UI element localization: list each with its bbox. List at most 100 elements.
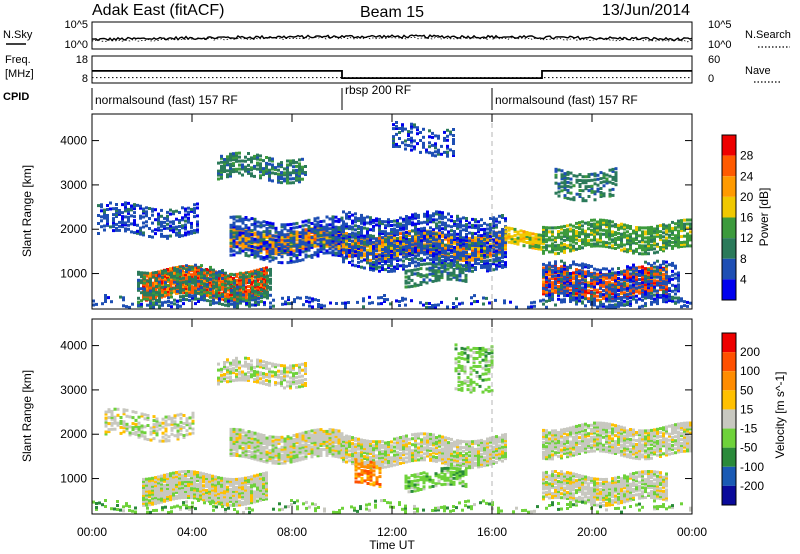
scatter-cell	[185, 270, 188, 274]
scatter-cell	[434, 146, 437, 150]
scatter-cell	[304, 219, 308, 223]
scatter-cell	[256, 286, 259, 290]
scatter-cell	[247, 248, 251, 252]
scatter-cell	[181, 279, 184, 283]
scatter-cell	[465, 246, 468, 250]
scatter-cell	[295, 170, 298, 174]
scatter-cell	[492, 242, 495, 245]
scatter-cell	[115, 215, 118, 218]
scatter-cell	[184, 285, 187, 288]
scatter-cell	[163, 278, 166, 282]
scatter-cell	[217, 171, 220, 175]
scatter-cell	[209, 267, 212, 271]
scatter-cell	[387, 218, 390, 222]
scatter-cell	[169, 281, 172, 285]
scatter-cell	[233, 295, 236, 299]
scatter-cell	[304, 253, 308, 257]
scatter-cell	[196, 214, 199, 218]
scatter-cell	[256, 288, 259, 292]
scatter-cell	[181, 216, 184, 220]
scatter-cell	[157, 214, 160, 218]
scatter-cell	[265, 231, 269, 234]
scatter-cell	[310, 236, 314, 239]
scatter-cell	[366, 235, 369, 239]
scatter-cell	[348, 227, 351, 231]
scatter-cell	[155, 291, 158, 294]
scatter-cell	[342, 243, 345, 247]
scatter-cell	[446, 150, 449, 154]
scatter-cell	[563, 248, 566, 252]
scatter-cell	[256, 236, 260, 240]
scatter-cell	[369, 228, 372, 232]
scatter-cell	[572, 275, 575, 279]
scatter-cell	[453, 232, 456, 235]
scatter-cell	[260, 296, 263, 300]
scatter-cell	[545, 232, 548, 236]
scatter-cell	[629, 275, 632, 279]
scatter-cell	[348, 254, 351, 258]
scatter-cell	[372, 243, 375, 247]
scatter-cell	[464, 279, 468, 283]
scatter-cell	[405, 248, 408, 252]
scatter-cell	[259, 223, 263, 227]
scatter-cell	[166, 288, 169, 291]
scatter-cell	[197, 265, 200, 269]
scatter-cell	[471, 251, 474, 255]
scatter-cell	[638, 287, 641, 291]
scatter-cell	[381, 244, 384, 248]
scatter-cell	[161, 271, 164, 275]
scatter-cell	[560, 287, 563, 291]
scatter-cell	[223, 170, 226, 173]
scatter-cell	[158, 288, 161, 292]
scatter-cell	[563, 234, 566, 238]
scatter-cell	[342, 248, 345, 252]
scatter-cell	[620, 232, 623, 236]
scatter-cell	[557, 267, 560, 270]
scatter-cell	[441, 217, 444, 221]
scatter-cell	[419, 139, 422, 142]
scatter-cell	[671, 226, 674, 230]
scatter-cell	[229, 274, 232, 278]
scatter-cell	[563, 263, 566, 267]
scatter-cell	[175, 291, 178, 295]
scatter-cell	[160, 224, 163, 228]
scatter-cell	[447, 218, 450, 222]
scatter-cell	[259, 275, 262, 279]
scatter-cell	[266, 296, 269, 300]
scatter-cell	[256, 163, 259, 167]
scatter-cell	[422, 143, 425, 147]
scatter-cell	[444, 245, 447, 249]
scatter-cell	[256, 224, 260, 228]
scatter-cell	[166, 280, 169, 283]
scatter-cell	[617, 243, 620, 247]
scatter-cell	[286, 233, 290, 237]
scatter-cell	[331, 217, 335, 221]
scatter-cell	[399, 246, 402, 250]
scatter-cell	[653, 251, 656, 255]
scatter-cell	[173, 286, 176, 290]
scatter-cell	[504, 251, 507, 255]
scatter-cell	[534, 235, 538, 238]
scatter-cell	[194, 289, 197, 293]
scatter-cell	[572, 248, 575, 252]
scatter-cell	[313, 217, 317, 221]
scatter-cell	[369, 245, 372, 248]
scatter-cell	[516, 230, 520, 234]
scatter-cell	[161, 269, 164, 273]
scatter-cell	[283, 237, 287, 241]
scatter-cell	[596, 272, 599, 276]
scatter-cell	[489, 242, 492, 246]
scatter-cell	[444, 235, 447, 239]
scatter-cell	[393, 233, 396, 237]
scatter-cell	[411, 229, 414, 233]
scatter-cell	[572, 262, 575, 266]
scatter-cell	[647, 238, 650, 242]
scatter-cell	[238, 167, 241, 171]
scatter-cell	[462, 259, 465, 262]
scatter-cell	[286, 250, 290, 254]
scatter-cell	[372, 224, 375, 228]
scatter-cell	[501, 239, 504, 243]
scatter-cell	[121, 203, 124, 207]
scatter-cell	[164, 283, 167, 287]
scatter-cell	[459, 233, 462, 237]
